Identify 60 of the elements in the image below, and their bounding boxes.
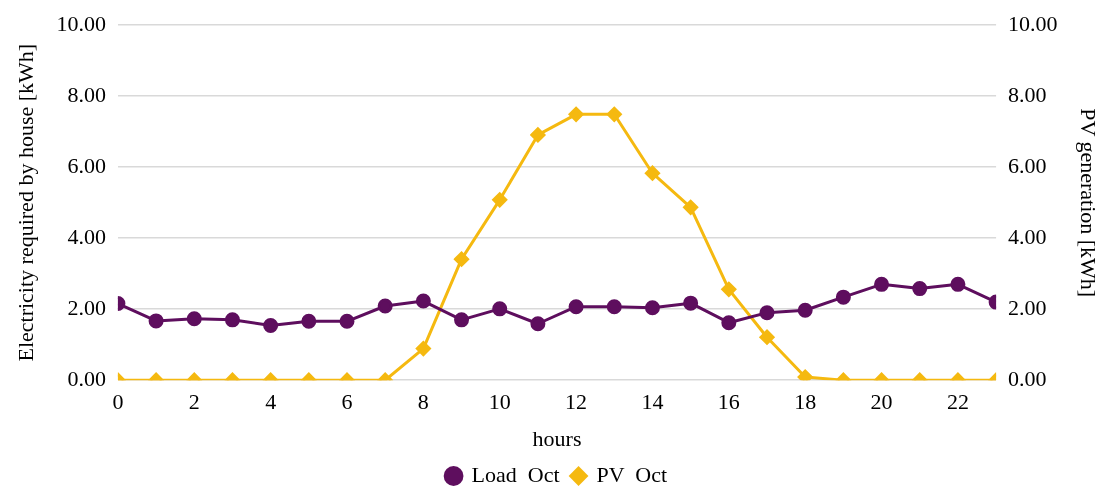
point [721, 281, 737, 297]
point [568, 106, 584, 122]
y-axis-title: Electricity required by house [kWh] [12, 43, 38, 362]
y-tick-label: 8.00 [67, 81, 106, 107]
x-tick-label: 12 [565, 389, 588, 415]
point [339, 313, 355, 329]
point [644, 300, 660, 316]
y-tick-label: 6.00 [67, 152, 106, 178]
y-tick-label: 2.00 [67, 294, 106, 320]
point [797, 369, 813, 381]
y2-tick-label: 0.00 [1008, 365, 1047, 391]
y2-tick-label: 8.00 [1008, 81, 1047, 107]
x-tick-label: 6 [341, 389, 353, 415]
point [835, 289, 851, 305]
point [912, 281, 928, 297]
x-tick-label: 14 [641, 389, 664, 415]
point [683, 199, 699, 215]
point [721, 315, 737, 331]
point [606, 299, 622, 315]
point [454, 251, 470, 267]
x-tick-label: 2 [188, 389, 200, 415]
point [454, 312, 470, 328]
y-tick-label: 4.00 [67, 223, 106, 249]
point [186, 311, 202, 327]
point [530, 316, 546, 332]
y-tick-label: 0.00 [67, 365, 106, 391]
point [950, 276, 966, 292]
point [263, 318, 279, 334]
point [301, 313, 317, 329]
x-tick-label: 16 [717, 389, 740, 415]
point [797, 302, 813, 318]
y2-tick-label: 4.00 [1008, 223, 1047, 249]
x-tick-label: 20 [870, 389, 893, 415]
point [644, 165, 660, 181]
point [224, 312, 240, 328]
y-tick-label: 10.00 [56, 10, 106, 36]
x-tick-label: 10 [488, 389, 511, 415]
point [874, 276, 890, 292]
point [415, 293, 431, 309]
point [530, 127, 546, 143]
x-tick-label: 0 [112, 389, 124, 415]
x-tick-label: 8 [417, 389, 429, 415]
point [492, 301, 508, 317]
point [377, 298, 393, 314]
point [568, 299, 584, 315]
point [148, 313, 164, 329]
point [759, 305, 775, 321]
legend-label: PV Oct [596, 461, 668, 487]
point [683, 295, 699, 311]
x-tick-label: 18 [794, 389, 817, 415]
y2-tick-label: 10.00 [1008, 10, 1058, 36]
y2-tick-label: 2.00 [1008, 294, 1047, 320]
legend-label: Load Oct [471, 461, 560, 487]
point [606, 106, 622, 122]
x-tick-label: 4 [265, 389, 277, 415]
x-axis-title: hours [532, 425, 582, 451]
y2-axis-title: PV generation [kWh] [1076, 108, 1102, 298]
y2-tick-label: 6.00 [1008, 152, 1047, 178]
point [492, 192, 508, 208]
x-tick-label: 22 [946, 389, 969, 415]
